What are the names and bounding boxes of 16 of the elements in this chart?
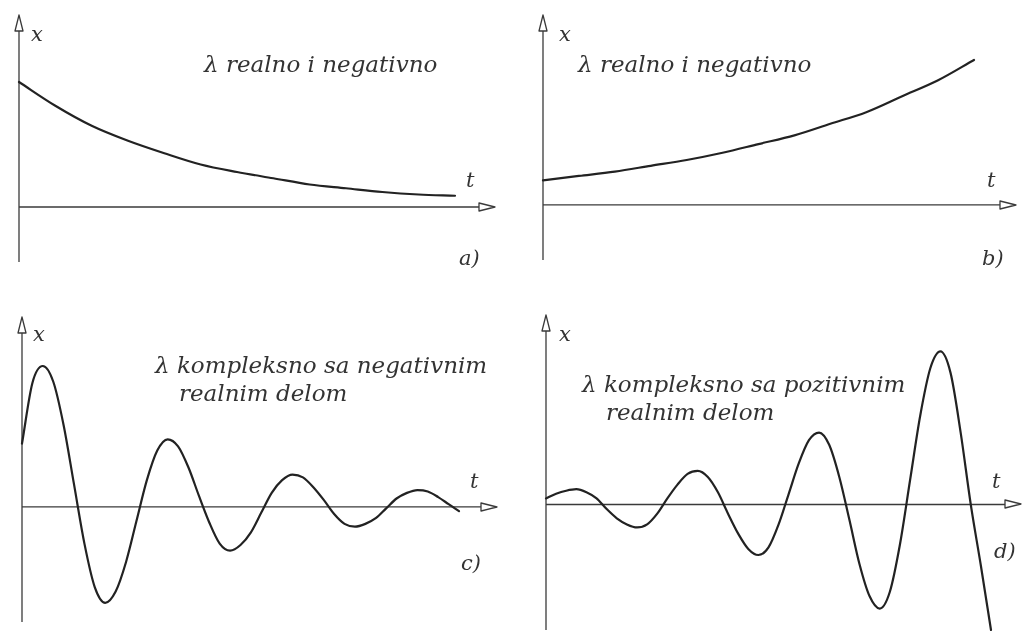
annotation: d): [994, 538, 1016, 565]
x-axis-title: t: [992, 468, 1001, 495]
text: a): [459, 245, 480, 272]
x-axis-title: t: [470, 468, 479, 495]
chart-title: λ realno i negativno: [204, 50, 438, 78]
x-axis-title: t: [987, 167, 996, 194]
annotation: c): [461, 550, 481, 577]
text: λ kompleksno sa pozitivnim realnim delom: [582, 370, 907, 426]
y-axis-title: x: [33, 321, 45, 348]
y-axis-title: x: [559, 21, 571, 48]
chart-title: λ realno i negativno: [578, 50, 812, 78]
chart-title: λ kompleksno sa negativnim realnim delom: [155, 351, 489, 407]
text: b): [982, 245, 1004, 272]
x-axis-title: t: [466, 167, 475, 194]
y-axis-title: x: [31, 21, 43, 48]
y-axis-title: x: [559, 321, 571, 348]
